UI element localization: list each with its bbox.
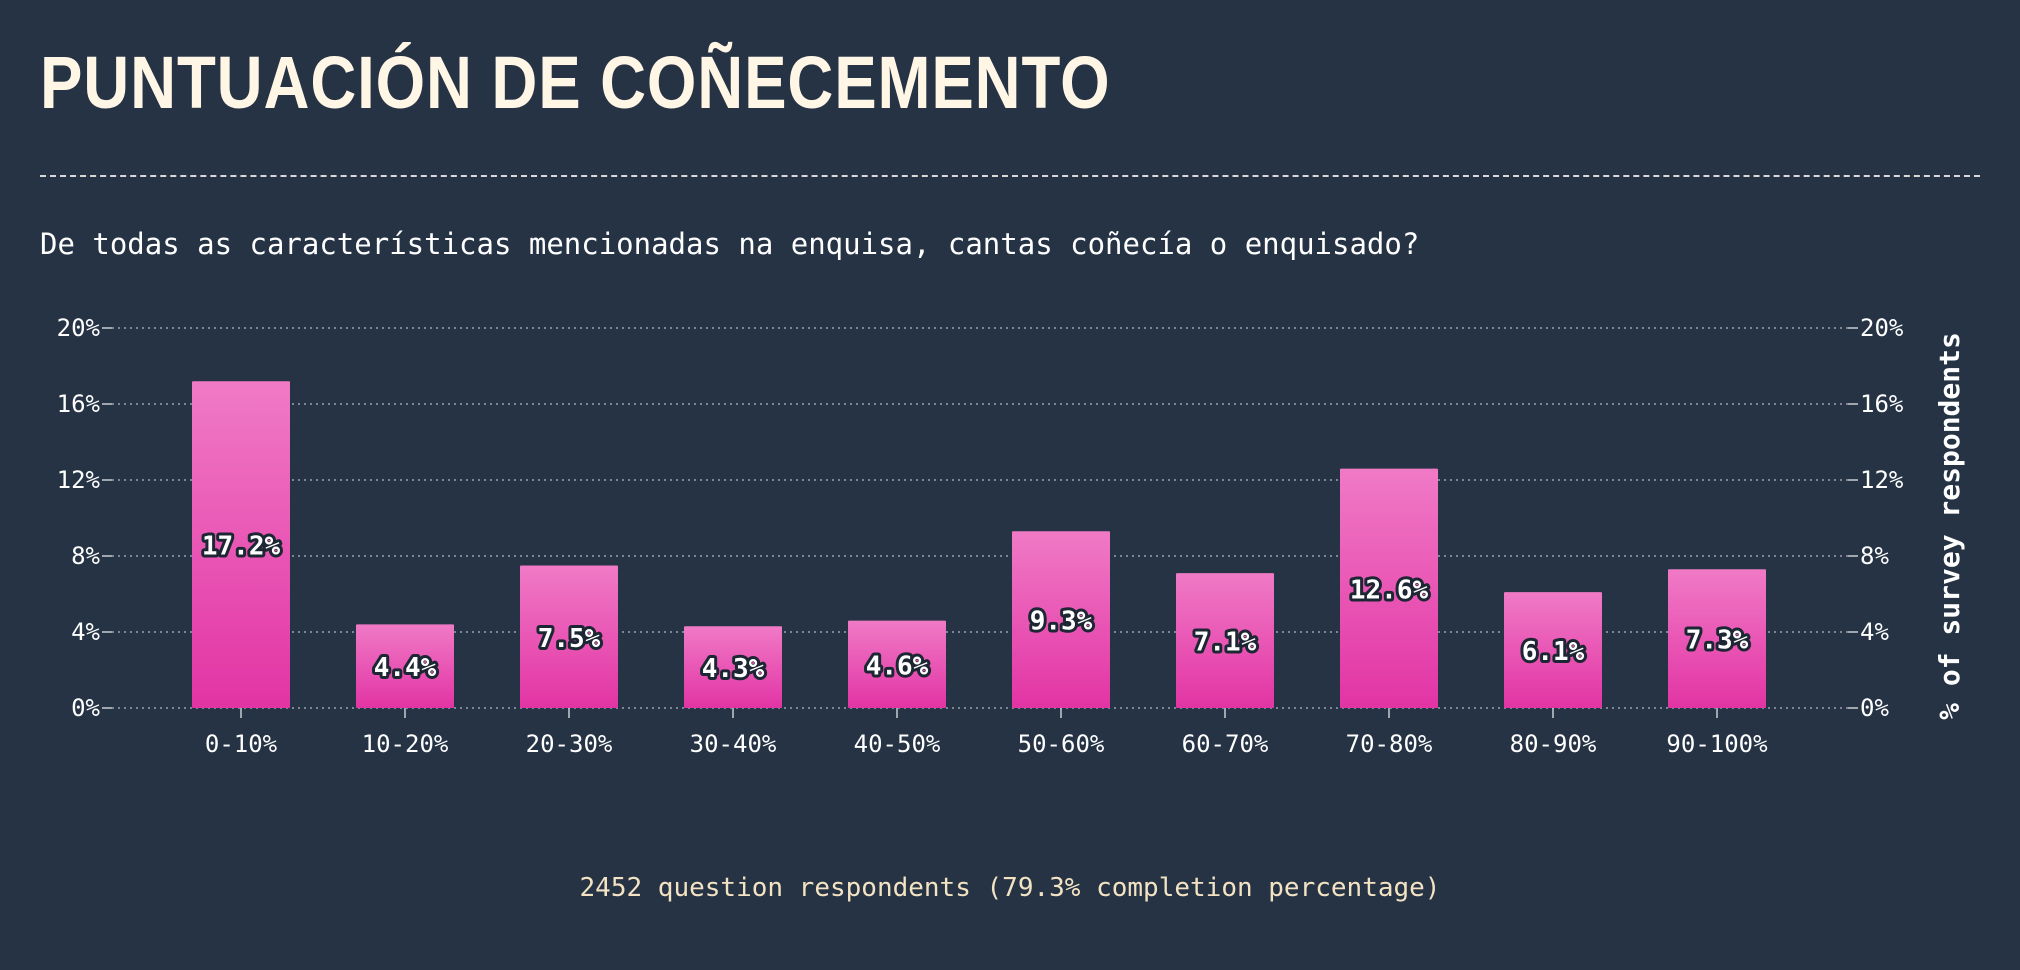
y-tick-label-left: 0% — [71, 694, 100, 722]
title-divider — [40, 175, 1980, 177]
bar — [1012, 531, 1110, 708]
data-label: 4.4% — [374, 653, 437, 683]
y-tick-label-left: 12% — [57, 466, 101, 494]
x-tick-label: 30-40% — [690, 730, 777, 758]
bar — [356, 624, 454, 708]
data-labels: 17.2% 4.4% 7.5% 4.3% 4.6% 9.3% 7.1% 12.6% 6.1% 7.… — [199, 529, 1752, 688]
data-label: 7.3% — [1686, 626, 1749, 656]
data-label: 4.3% — [702, 654, 765, 684]
data-label: 12.6% — [1350, 575, 1429, 605]
chart-question: De todas as características mencionadas … — [40, 227, 1420, 261]
y-tick-label-right: 4% — [1860, 618, 1889, 646]
bar-chart: 0% 0% 4% 4% 8% 8% 12% 12% 16% 16% 20% 20% 0-10% 10-20… — [57, 314, 1966, 758]
bar — [1668, 569, 1766, 708]
bars — [192, 381, 1766, 708]
bar — [1504, 592, 1602, 708]
x-tick-label: 50-60% — [1018, 730, 1105, 758]
respondents-note: 2452 question respondents (79.3% complet… — [579, 873, 1441, 903]
x-tick-label: 0-10% — [205, 730, 278, 758]
y-tick-label-right: 16% — [1860, 390, 1904, 418]
y-tick-label-left: 8% — [71, 542, 100, 570]
data-label: 7.1% — [1194, 628, 1257, 658]
bar — [520, 565, 618, 708]
chart-title: PUNTUACIÓN DE COÑECEMENTO — [40, 41, 1111, 124]
data-label: 4.6% — [866, 651, 929, 681]
x-tick-label: 80-90% — [1510, 730, 1597, 758]
x-tick-label: 20-30% — [526, 730, 613, 758]
data-label: 17.2% — [202, 532, 281, 562]
bar — [848, 620, 946, 708]
x-tick-label: 40-50% — [854, 730, 941, 758]
right-axis-title: % of survey respondents — [1933, 332, 1966, 720]
y-tick-label-right: 8% — [1860, 542, 1889, 570]
bar — [1340, 468, 1438, 708]
bar — [192, 381, 290, 708]
x-tick-label: 10-20% — [362, 730, 449, 758]
x-tick-label: 60-70% — [1182, 730, 1269, 758]
axes: 0% 0% 4% 4% 8% 8% 12% 12% 16% 16% 20% 20% 0-10% 10-20… — [57, 314, 1904, 758]
bar — [684, 626, 782, 708]
y-tick-label-left: 20% — [57, 314, 101, 342]
data-label: 6.1% — [1522, 637, 1585, 667]
data-label: 9.3% — [1030, 607, 1093, 637]
y-tick-label-left: 16% — [57, 390, 101, 418]
y-tick-label-right: 20% — [1860, 314, 1904, 342]
y-tick-label-left: 4% — [71, 618, 100, 646]
bar — [1176, 573, 1274, 708]
x-tick-label: 70-80% — [1346, 730, 1433, 758]
y-tick-label-right: 12% — [1860, 466, 1904, 494]
y-tick-label-right: 0% — [1860, 694, 1889, 722]
data-label: 7.5% — [538, 624, 601, 654]
x-tick-label: 90-100% — [1666, 730, 1768, 758]
